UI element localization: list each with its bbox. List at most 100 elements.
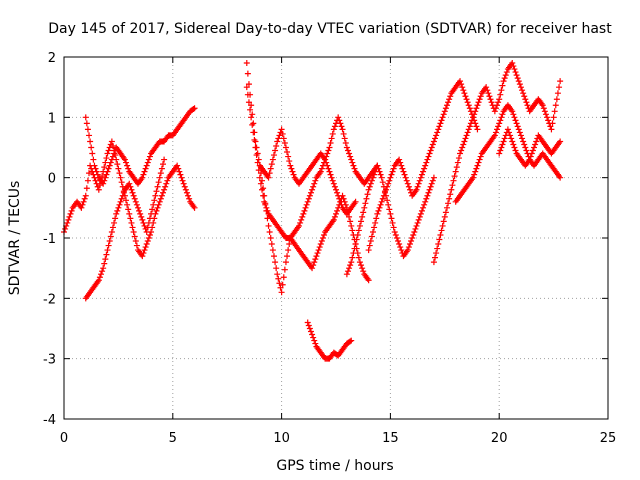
data-point bbox=[362, 200, 369, 207]
data-point bbox=[119, 192, 126, 199]
data-point bbox=[267, 165, 274, 172]
data-point bbox=[511, 66, 518, 73]
data-point bbox=[471, 111, 478, 118]
data-point bbox=[289, 168, 296, 175]
data-point bbox=[386, 206, 393, 213]
data-point bbox=[269, 247, 276, 254]
data-point bbox=[416, 213, 423, 220]
data-point bbox=[433, 132, 440, 139]
data-point bbox=[151, 197, 158, 204]
data-point bbox=[117, 174, 124, 181]
data-point bbox=[369, 228, 376, 235]
data-point bbox=[95, 186, 102, 193]
data-point bbox=[144, 159, 151, 166]
data-point bbox=[143, 241, 150, 248]
data-point bbox=[334, 207, 341, 214]
data-point bbox=[84, 126, 91, 133]
data-point bbox=[430, 174, 437, 181]
data-point bbox=[510, 111, 517, 118]
data-point bbox=[322, 156, 329, 163]
data-point bbox=[102, 256, 109, 263]
data-point bbox=[310, 183, 317, 190]
data-point bbox=[461, 138, 468, 145]
data-point bbox=[154, 204, 161, 211]
data-point bbox=[458, 147, 465, 154]
data-point bbox=[157, 170, 164, 177]
y-tick-label: -1 bbox=[43, 232, 56, 247]
data-point bbox=[336, 117, 343, 124]
data-point bbox=[507, 132, 514, 139]
data-point bbox=[352, 241, 359, 248]
data-point bbox=[522, 96, 529, 103]
data-point bbox=[112, 215, 119, 222]
data-point bbox=[244, 91, 251, 98]
data-point bbox=[381, 189, 388, 196]
data-point bbox=[260, 192, 267, 199]
data-point bbox=[285, 153, 292, 160]
data-point bbox=[278, 126, 285, 133]
data-point bbox=[302, 204, 309, 211]
data-point bbox=[114, 161, 121, 168]
data-point bbox=[364, 191, 371, 198]
data-point bbox=[348, 222, 355, 229]
data-point bbox=[371, 171, 378, 178]
data-point bbox=[316, 244, 323, 251]
data-point bbox=[356, 222, 363, 229]
data-point bbox=[367, 180, 374, 187]
data-point bbox=[434, 129, 441, 136]
data-point bbox=[266, 170, 273, 177]
data-point bbox=[429, 177, 436, 184]
data-point bbox=[510, 63, 517, 70]
data-point bbox=[539, 102, 546, 109]
data-point bbox=[100, 265, 107, 272]
data-point bbox=[446, 96, 453, 103]
data-point bbox=[64, 219, 71, 226]
data-point bbox=[113, 210, 120, 217]
data-point bbox=[451, 173, 458, 180]
data-point bbox=[474, 162, 481, 169]
data-point bbox=[515, 78, 522, 85]
data-point bbox=[432, 254, 439, 261]
data-point bbox=[142, 244, 149, 251]
data-point bbox=[496, 120, 503, 127]
data-point bbox=[164, 177, 171, 184]
data-point bbox=[477, 153, 484, 160]
data-point bbox=[281, 266, 288, 273]
data-point bbox=[272, 147, 279, 154]
data-point bbox=[491, 108, 498, 115]
data-point bbox=[397, 244, 404, 251]
data-point bbox=[554, 90, 561, 97]
data-point bbox=[247, 106, 254, 113]
data-point bbox=[379, 195, 386, 202]
data-point bbox=[287, 162, 294, 169]
data-point bbox=[150, 201, 157, 208]
data-point bbox=[349, 227, 356, 234]
data-point bbox=[333, 186, 339, 193]
data-point bbox=[440, 111, 447, 118]
data-point bbox=[155, 179, 162, 186]
data-point bbox=[161, 186, 168, 193]
data-point bbox=[343, 144, 350, 151]
data-point bbox=[93, 180, 100, 187]
data-point bbox=[250, 129, 257, 136]
data-point bbox=[465, 126, 472, 133]
data-point bbox=[375, 207, 382, 214]
data-point bbox=[447, 191, 454, 198]
data-point bbox=[557, 78, 564, 85]
data-point bbox=[264, 207, 271, 214]
data-point bbox=[413, 186, 420, 193]
data-point bbox=[115, 165, 122, 172]
data-point bbox=[453, 164, 460, 171]
data-point bbox=[118, 179, 125, 186]
data-point bbox=[511, 114, 518, 121]
data-point bbox=[406, 241, 413, 248]
data-point bbox=[127, 215, 134, 222]
data-point bbox=[278, 289, 285, 296]
data-point bbox=[440, 218, 447, 225]
data-point bbox=[132, 198, 139, 205]
data-point bbox=[540, 105, 547, 112]
data-point bbox=[368, 177, 375, 184]
data-point bbox=[141, 247, 148, 254]
data-point bbox=[124, 162, 131, 169]
data-point bbox=[257, 180, 264, 187]
